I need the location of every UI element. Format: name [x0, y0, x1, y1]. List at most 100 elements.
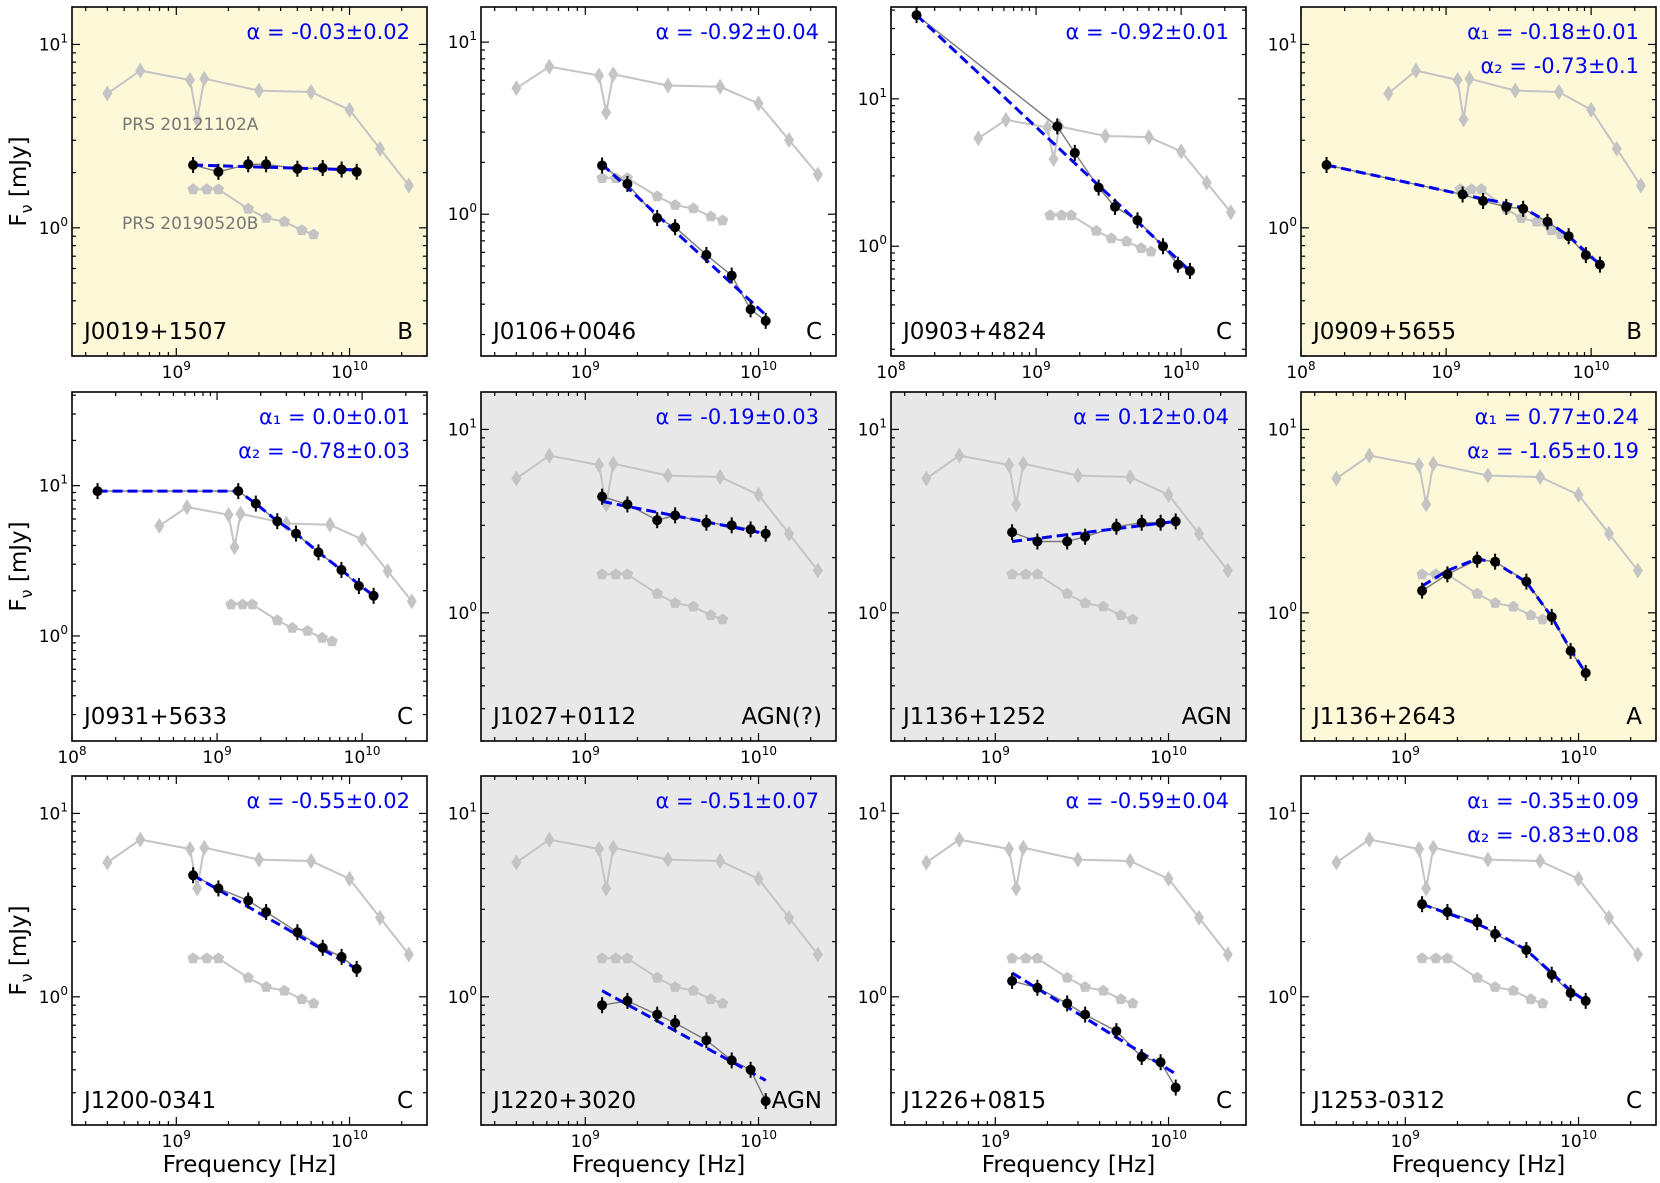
reference-point — [225, 598, 237, 610]
reference-point — [596, 172, 608, 183]
data-point — [1521, 945, 1532, 956]
reference-point — [1090, 224, 1102, 236]
reference-point — [812, 166, 823, 183]
x-tick-label: 109 — [162, 1128, 191, 1152]
reference-point — [1201, 174, 1212, 191]
data-point — [760, 315, 771, 326]
plot-area — [921, 831, 1233, 1096]
data-point — [652, 213, 663, 224]
reference-point — [1194, 909, 1205, 926]
prs-label-2: PRS 20190520B — [122, 214, 258, 234]
source-name: J1220+3020 — [491, 1088, 636, 1114]
reference-point — [403, 946, 414, 963]
source-name: J1200-0341 — [82, 1088, 216, 1114]
alpha-label: α = 0.12±0.04 — [1073, 405, 1229, 429]
y-tick-label: 100 — [1268, 984, 1297, 1008]
source-class: B — [397, 319, 413, 345]
panel-j1136+1252: 109 1010 100 101 α = 0.12±0.04 J1136+1252 AGN — [858, 391, 1247, 768]
reference-point — [1079, 981, 1091, 992]
reference-point — [1020, 952, 1032, 964]
reference-point — [242, 971, 254, 983]
x-tick-label: 109 — [1391, 1128, 1420, 1152]
panel-frame — [480, 775, 837, 1126]
reference-line-1 — [515, 838, 819, 956]
reference-point — [784, 525, 795, 542]
data-point — [760, 1096, 771, 1107]
reference-point — [716, 214, 729, 226]
reference-point — [324, 516, 335, 533]
data-point — [597, 160, 608, 171]
x-tick-label: 1010 — [1560, 744, 1597, 768]
reference-point — [199, 70, 210, 87]
reference-point — [1430, 952, 1442, 964]
panel-j0106+0046: 109 1010 100 101 α = -0.92±0.04 J0106+0046 C — [448, 6, 837, 383]
data-point — [292, 163, 303, 174]
reference-point — [1573, 870, 1584, 887]
fit-line — [601, 163, 767, 317]
x-tick-label: 1010 — [740, 1128, 777, 1152]
data-point — [726, 270, 737, 281]
y-tick-label: 100 — [39, 984, 68, 1008]
fit-line — [1421, 902, 1587, 1003]
reference-point — [1006, 952, 1018, 964]
x-tick-label: 109 — [202, 744, 231, 768]
panel-background — [891, 392, 1246, 741]
reference-point — [1120, 235, 1133, 247]
panel-background — [891, 7, 1246, 356]
reference-point — [669, 981, 681, 992]
x-axis-label: Frequency [Hz] — [572, 1152, 745, 1178]
reference-point — [973, 130, 984, 147]
reference-point — [1507, 984, 1519, 996]
source-name: J1027+0112 — [491, 704, 636, 730]
reference-point — [544, 58, 555, 75]
reference-point — [306, 853, 317, 870]
reference-point — [1510, 82, 1521, 99]
reference-point — [610, 952, 622, 964]
reference-point — [1100, 127, 1111, 144]
reference-point — [1553, 84, 1564, 101]
panel-j0903+4824: 108 109 1010 100 101 α = -0.92±0.01 J0903+4824… — [858, 6, 1247, 383]
data-point — [1032, 536, 1043, 547]
panel-j0019+1507: 109 1010 100 101 α = -0.03±0.02 PRS 20121102A… — [39, 6, 428, 383]
y-tick-label: 100 — [448, 984, 477, 1008]
y-tick-label: 100 — [1268, 600, 1297, 624]
reference-point — [1000, 111, 1011, 128]
reference-point — [1048, 151, 1059, 168]
data-point — [1490, 929, 1501, 940]
data-point — [1580, 250, 1591, 261]
reference-point — [601, 104, 612, 121]
data-point — [622, 499, 633, 510]
y-axis-label: Fν [mJy] — [6, 136, 36, 226]
y-axis-label: Fν [mJy] — [6, 521, 36, 611]
reference-point — [307, 228, 320, 240]
x-tick-label: 109 — [571, 1128, 600, 1152]
y-tick-label: 100 — [39, 623, 68, 647]
data-point — [652, 1009, 663, 1020]
x-tick-label: 108 — [876, 359, 905, 383]
data-point — [1442, 569, 1453, 580]
reference-point — [1097, 984, 1109, 996]
panel-frame — [890, 391, 1247, 742]
reference-point — [1416, 952, 1428, 964]
source-name: J0903+4824 — [901, 319, 1046, 345]
data-point — [670, 222, 681, 233]
alpha-label: α = -0.92±0.04 — [656, 20, 819, 44]
y-tick-label: 101 — [1268, 800, 1297, 824]
panel-j1200-0341: 109 1010 100 101 α = -0.55±0.02 J1200-0341 C — [39, 775, 428, 1152]
data-point — [317, 162, 328, 173]
data-point — [92, 486, 103, 497]
fit-line — [915, 14, 1191, 272]
reference-point — [715, 78, 726, 95]
data-point — [597, 1000, 608, 1011]
alpha-label: α₁ = 0.77±0.24 — [1475, 405, 1639, 429]
alpha-label: α₂ = -1.65±0.19 — [1467, 439, 1639, 463]
panel-background — [72, 392, 427, 741]
source-name: J1253-0312 — [1311, 1088, 1445, 1114]
data-point — [1417, 585, 1428, 596]
y-tick-label: 101 — [858, 800, 887, 824]
alpha-label: α₂ = -0.83±0.08 — [1467, 823, 1639, 847]
source-class: A — [1626, 704, 1642, 730]
data-point — [1472, 554, 1483, 565]
reference-point — [260, 981, 272, 992]
reference-point — [1097, 600, 1109, 612]
